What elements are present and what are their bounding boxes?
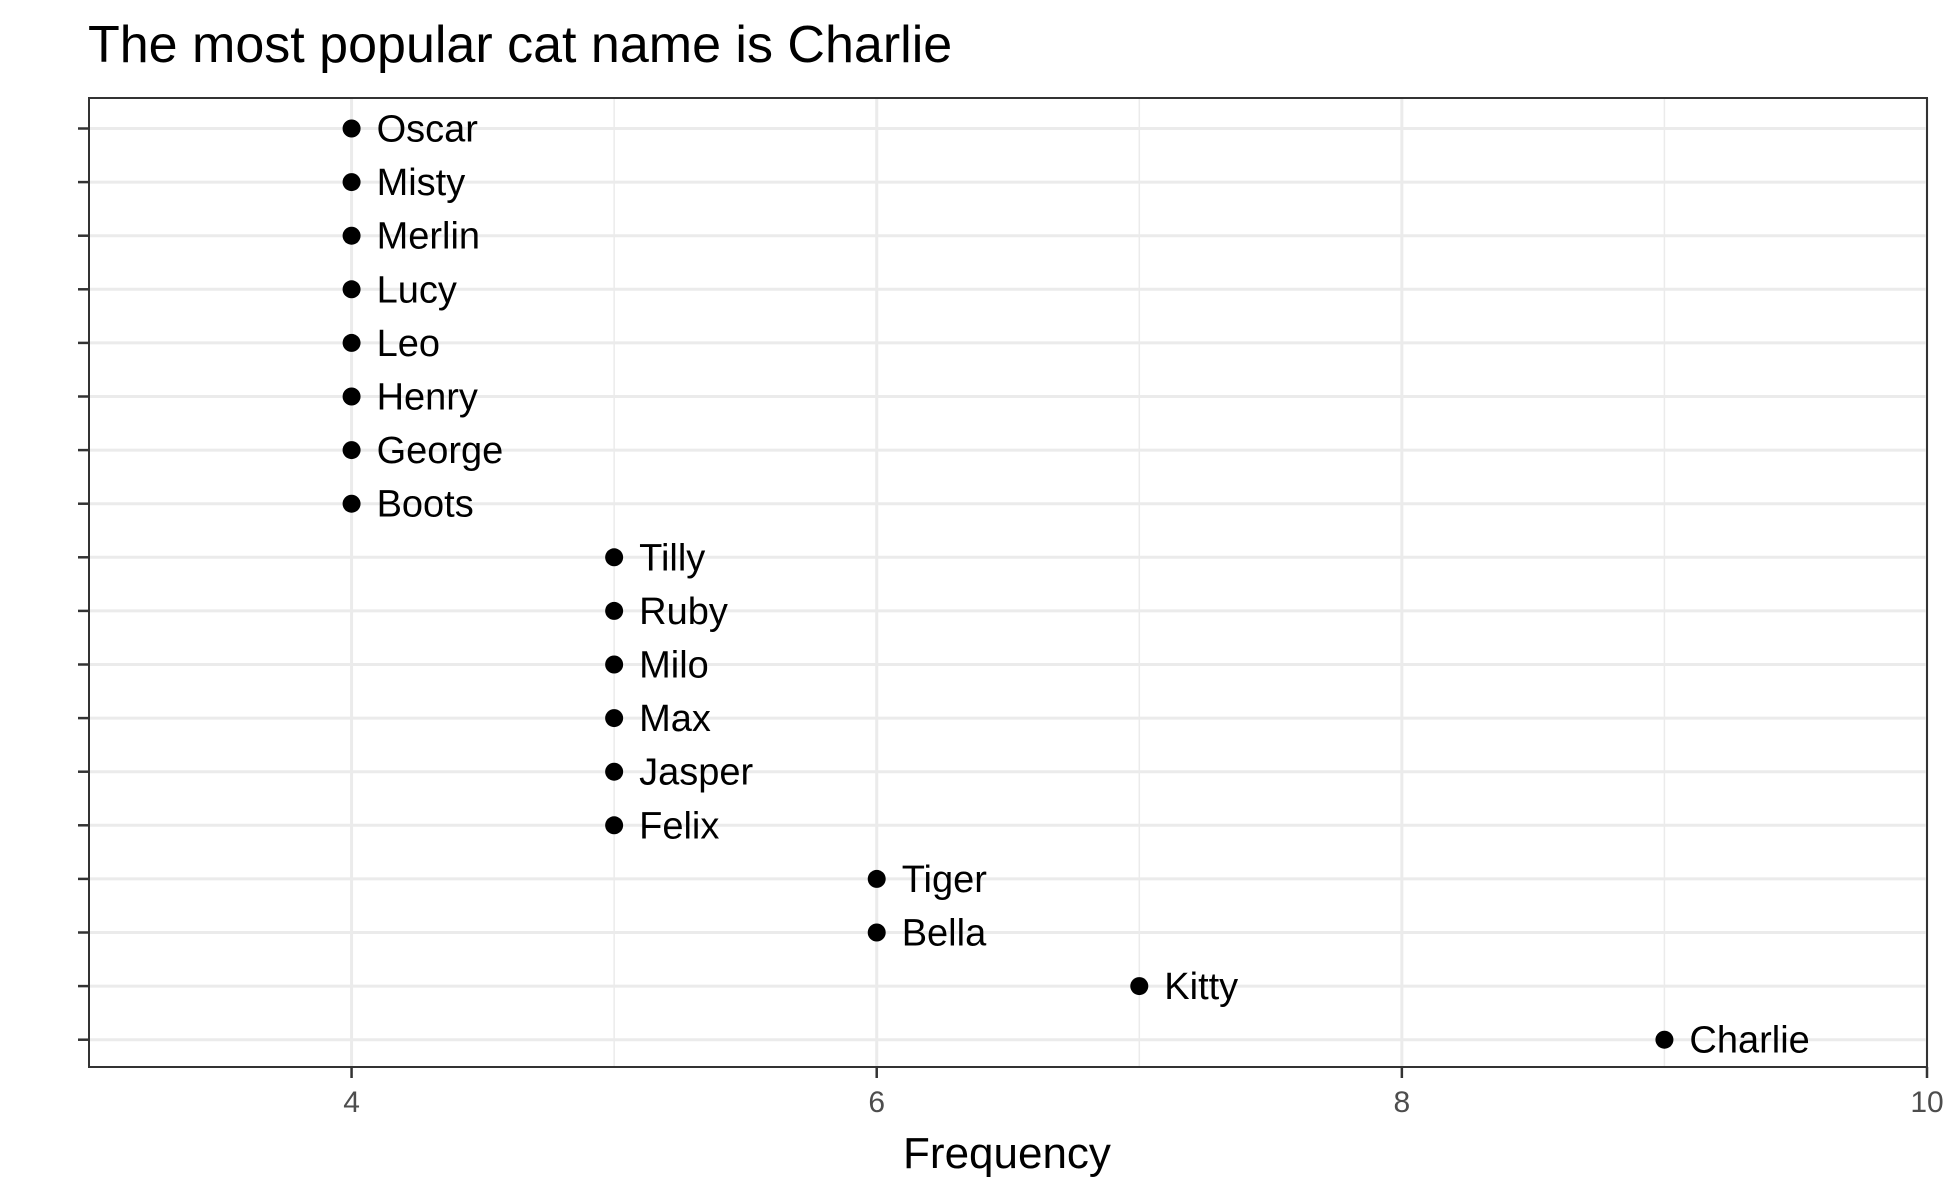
plot-panel — [89, 98, 1927, 1067]
data-point — [1655, 1030, 1674, 1049]
point-label: Tiger — [902, 859, 988, 901]
point-label: Leo — [377, 323, 440, 365]
point-label: Boots — [377, 484, 474, 526]
data-points — [342, 119, 1674, 1049]
point-label: Merlin — [377, 216, 480, 258]
point-label: Bella — [902, 913, 987, 955]
data-point — [867, 923, 886, 942]
point-label: Henry — [377, 377, 478, 419]
point-label: Tilly — [639, 537, 705, 579]
point-label: Lucy — [377, 269, 457, 311]
data-point — [605, 816, 624, 835]
data-point — [342, 441, 361, 460]
point-label: Ruby — [639, 591, 728, 633]
data-point — [605, 548, 624, 567]
chart-title: The most popular cat name is Charlie — [88, 16, 952, 74]
data-point — [605, 762, 624, 781]
point-label: Felix — [639, 805, 719, 847]
point-label: Jasper — [639, 752, 753, 794]
x-axis-title: Frequency — [903, 1129, 1111, 1178]
point-label: Misty — [377, 162, 466, 204]
data-point — [342, 280, 361, 299]
data-point — [1130, 977, 1149, 996]
x-tick-label: 8 — [1394, 1086, 1411, 1119]
point-label: Oscar — [377, 109, 479, 151]
panel-border — [88, 97, 1928, 1068]
panel-background — [89, 98, 1927, 1067]
data-point — [342, 119, 361, 138]
point-label: Max — [639, 698, 711, 740]
data-point — [605, 709, 624, 728]
point-label: Kitty — [1164, 966, 1238, 1008]
point-label: Charlie — [1689, 1020, 1809, 1062]
data-point — [867, 869, 886, 888]
point-labels: Oscar Misty Merlin Lucy Leo Henry George Boots T… — [377, 109, 1810, 1062]
axes: 4 6 8 10 — [78, 97, 1944, 1119]
data-point — [605, 601, 624, 620]
x-tick-label: 4 — [343, 1086, 360, 1119]
data-point — [342, 226, 361, 245]
data-point — [605, 655, 624, 674]
point-label: Milo — [639, 645, 709, 687]
data-point — [342, 494, 361, 513]
data-point — [342, 333, 361, 352]
grid-lines — [89, 98, 1929, 1067]
data-point — [342, 387, 361, 406]
data-point — [342, 173, 361, 192]
x-tick-label: 10 — [1910, 1086, 1943, 1119]
point-label: George — [377, 430, 504, 472]
x-tick-label: 6 — [868, 1086, 885, 1119]
